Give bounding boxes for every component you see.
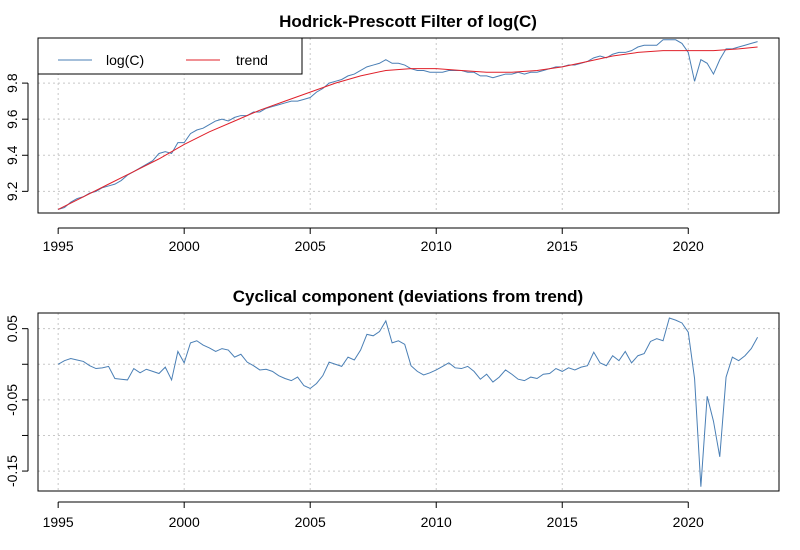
y-tick-label-3: 9.8 <box>4 73 20 93</box>
x-tick-label-2: 2005 <box>295 238 326 254</box>
x-tick-label-4: 2015 <box>547 514 578 530</box>
x-tick-label-1: 2000 <box>169 238 200 254</box>
bottom-chart-grid <box>38 313 779 491</box>
series-line-cycle <box>57 317 759 487</box>
y-tick-label-2: -0.05 <box>4 384 20 416</box>
top-plot-frame <box>37 37 780 214</box>
top-x-axis: 1995 2000 2005 2010 2015 2020 <box>43 227 704 254</box>
y-tick-label-2: 9.6 <box>4 109 20 129</box>
top-y-axis: 9.2 9.4 9.6 9.8 <box>4 73 29 201</box>
series-line-log-c- <box>58 39 758 210</box>
bottom-chart-series <box>57 317 759 487</box>
hp-trend-panel: Hodrick-Prescott Filter of log(C) 1995 20… <box>4 12 780 254</box>
series-line-trend <box>57 46 758 210</box>
legend-label-trend: trend <box>236 52 268 68</box>
legend-box <box>37 37 303 75</box>
x-tick-label-4: 2015 <box>547 238 578 254</box>
y-tick-label-0: -0.15 <box>4 455 20 487</box>
top-chart-title: Hodrick-Prescott Filter of log(C) <box>279 12 537 31</box>
bottom-x-axis: 1995 2000 2005 2010 2015 2020 <box>43 501 704 530</box>
x-tick-label-3: 2010 <box>421 238 452 254</box>
top-chart-grid <box>38 38 779 213</box>
x-tick-label-0: 1995 <box>43 238 74 254</box>
x-tick-label-3: 2010 <box>421 514 452 530</box>
x-tick-label-5: 2020 <box>673 514 704 530</box>
bottom-chart-title: Cyclical component (deviations from tren… <box>233 287 583 306</box>
y-tick-label-1: 9.4 <box>4 145 20 165</box>
bottom-plot-frame <box>37 312 780 492</box>
x-tick-label-1: 2000 <box>169 514 200 530</box>
bottom-y-axis: -0.15 -0.05 0.05 <box>4 315 29 487</box>
x-tick-label-0: 1995 <box>43 514 74 530</box>
y-tick-label-4: 0.05 <box>4 315 20 342</box>
x-tick-label-5: 2020 <box>673 238 704 254</box>
cyclical-panel: Cyclical component (deviations from tren… <box>4 287 780 530</box>
top-chart-series <box>57 39 758 210</box>
y-tick-label-0: 9.2 <box>4 181 20 201</box>
top-chart-legend: log(C) trend <box>37 37 303 75</box>
legend-label-log-c: log(C) <box>106 52 144 68</box>
x-tick-label-2: 2005 <box>295 514 326 530</box>
